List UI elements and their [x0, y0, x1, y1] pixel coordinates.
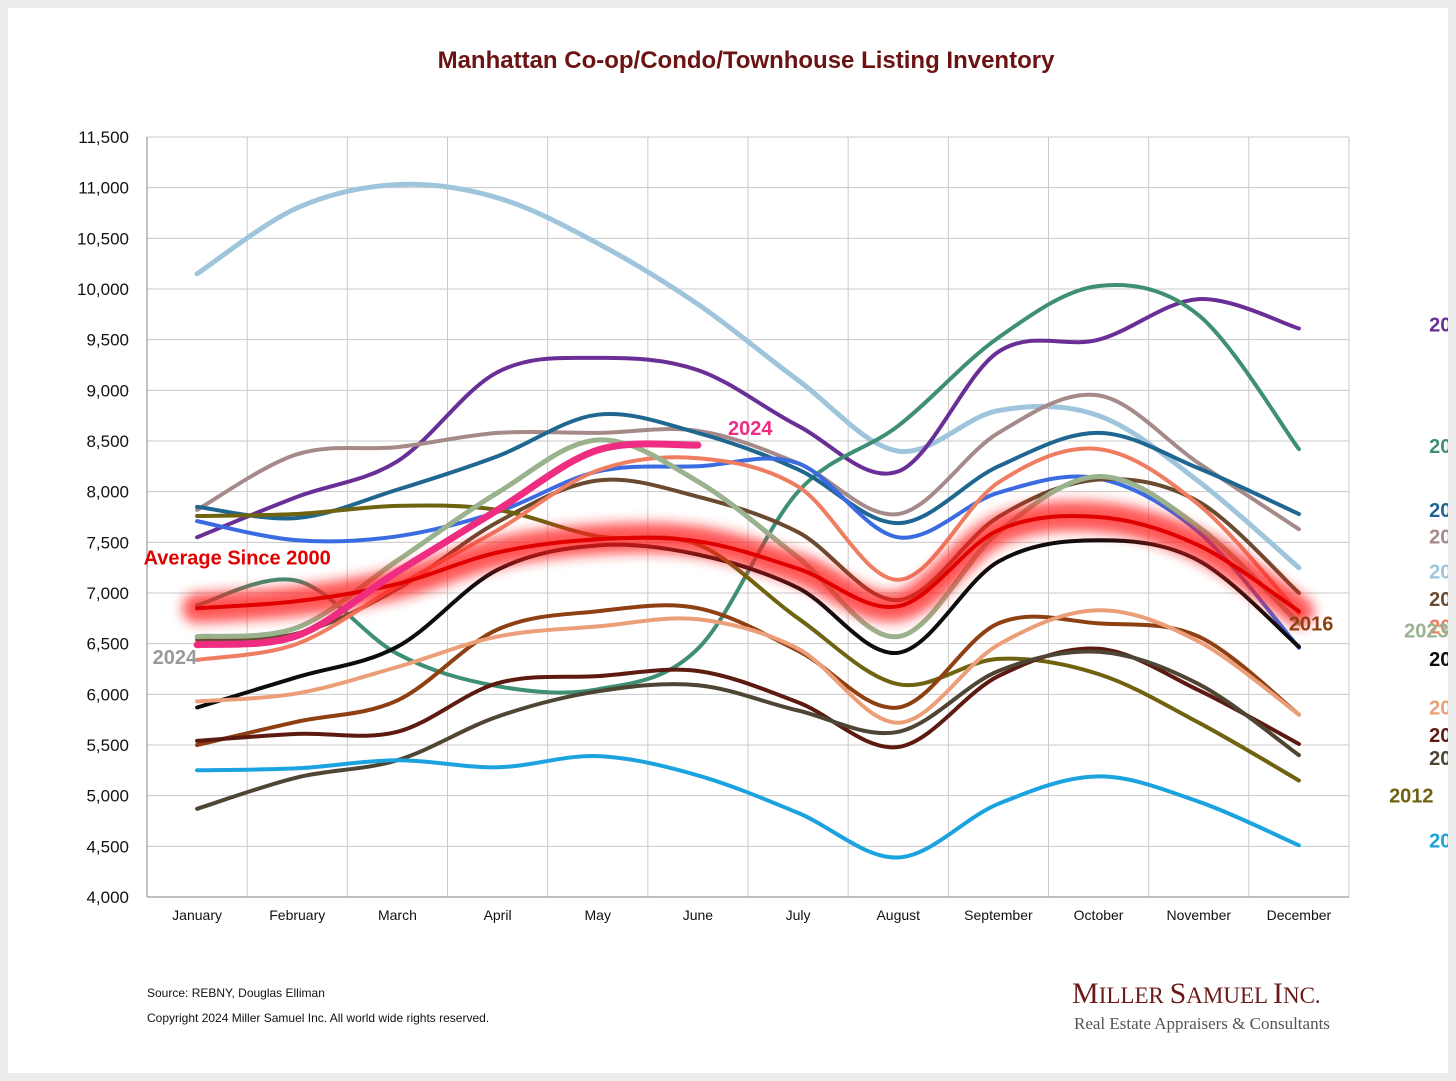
- y-tick-label: 10,000: [77, 280, 129, 299]
- chart-frame: Manhattan Co-op/Condo/Townhouse Listing …: [8, 8, 1448, 1073]
- series-line-2024-blue: [195, 456, 1301, 650]
- x-tick-label: June: [683, 907, 714, 923]
- source-note: Source: REBNY, Douglas Elliman: [147, 986, 325, 1000]
- series-label-2013: 2013: [1429, 830, 1448, 852]
- brand-name: MILLER SAMUEL INC.: [1072, 977, 1321, 1010]
- series-label-2009: 2009: [1429, 562, 1448, 584]
- y-tick-label: 11,000: [78, 179, 129, 198]
- series-line-2017: [195, 608, 1301, 725]
- y-tick-label: 8,500: [86, 432, 129, 451]
- y-tick-label: 5,500: [86, 736, 129, 755]
- series-line-2023: [194, 437, 1302, 640]
- y-tick-label: 7,500: [86, 533, 129, 552]
- y-tick-label: 6,000: [86, 685, 129, 704]
- brand-logo: MILLER SAMUEL INC. Real Estate Appraiser…: [1072, 977, 1330, 1033]
- series-label-2024: 2024: [728, 418, 773, 440]
- series-label-2017: 2017: [1429, 698, 1448, 720]
- y-tick-label: 4,000: [86, 888, 129, 907]
- series-line-2013: [195, 754, 1301, 860]
- series-line-2008: [195, 297, 1301, 540]
- series-label-2011: 2011: [1429, 500, 1448, 522]
- y-tick-label: 5,000: [86, 787, 129, 806]
- series-line-2012: [195, 503, 1301, 783]
- brand-tagline: Real Estate Appraisers & Consultants: [1074, 1014, 1330, 1033]
- copyright-note: Copyright 2024 Miller Samuel Inc. All wo…: [147, 1011, 489, 1025]
- series-line-average-since-2000: [195, 513, 1301, 614]
- x-tick-label: May: [585, 907, 611, 923]
- x-tick-label: March: [378, 907, 417, 923]
- y-tick-label: 4,500: [86, 837, 129, 856]
- x-tick-label: April: [484, 907, 512, 923]
- y-tick-label: 11,500: [78, 128, 129, 147]
- series-label-2024: 2024: [153, 647, 198, 669]
- series-label-2019: 2019: [1429, 589, 1448, 611]
- series-line-2009: [194, 181, 1302, 571]
- x-tick-label: October: [1074, 907, 1124, 923]
- series-label-average-since-2000: Average Since 2000: [144, 548, 331, 570]
- grid: [146, 136, 1350, 898]
- x-tick-label: January: [172, 907, 222, 923]
- series-lines: [182, 181, 1314, 860]
- x-tick-label: December: [1267, 907, 1332, 923]
- series-label-2022: 2022: [1429, 616, 1448, 638]
- series-label-2008: 2008: [1429, 314, 1448, 336]
- x-tick-label: August: [876, 907, 920, 923]
- y-tick-label: 9,000: [86, 381, 129, 400]
- x-tick-label: September: [964, 907, 1033, 923]
- y-tick-label: 7,000: [86, 584, 129, 603]
- y-axis: 4,000 4,500 5,000 5,500 6,000 6,500 7,000 7,500…: [77, 128, 129, 907]
- y-tick-label: 6,500: [86, 635, 129, 654]
- chart-title: Manhattan Co-op/Condo/Townhouse Listing …: [438, 47, 1055, 74]
- line-chart: Manhattan Co-op/Condo/Townhouse Listing …: [77, 47, 1448, 1033]
- y-tick-label: 9,500: [86, 331, 129, 350]
- series-line-2024: [193, 440, 702, 649]
- series-label-2010: 2010: [1429, 526, 1448, 548]
- y-tick-label: 8,000: [86, 483, 129, 502]
- series-label-2015: 2015: [1429, 725, 1448, 747]
- series-label-2014: 2014: [1429, 748, 1448, 770]
- y-tick-label: 10,500: [77, 229, 129, 248]
- series-line-2011: [195, 412, 1301, 526]
- series-label-2016: 2016: [1289, 613, 1334, 635]
- series-label-2023: 2023: [1404, 620, 1448, 642]
- x-tick-label: November: [1166, 907, 1231, 923]
- x-axis: January February March April May June July Augu…: [172, 907, 1331, 923]
- series-line-2015: [195, 646, 1301, 750]
- x-tick-label: July: [786, 907, 811, 923]
- series-label-2018: 2018: [1429, 649, 1448, 671]
- series-line-2010: [195, 392, 1301, 532]
- series-label-2012: 2012: [1389, 786, 1434, 808]
- x-tick-label: February: [269, 907, 325, 923]
